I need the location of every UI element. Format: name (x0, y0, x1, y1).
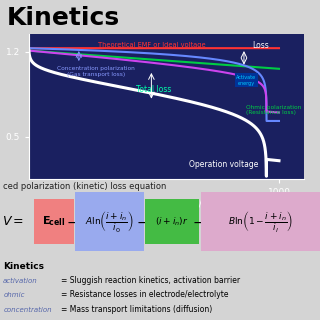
Text: $B\ln\!\left(1-\dfrac{i+i_n}{i_l}\right)$: $B\ln\!\left(1-\dfrac{i+i_n}{i_l}\right)… (228, 209, 293, 234)
FancyBboxPatch shape (201, 192, 320, 251)
Text: ohmic: ohmic (3, 292, 25, 299)
Text: = Resistance losses in electrode/electrolyte: = Resistance losses in electrode/electro… (61, 291, 228, 300)
Text: Total loss: Total loss (136, 85, 172, 94)
X-axis label: Current density(mA/cm²): Current density(mA/cm²) (110, 200, 223, 209)
Text: Ohmic polarization
(Resistance loss): Ohmic polarization (Resistance loss) (246, 105, 302, 116)
Text: Loss: Loss (253, 41, 269, 50)
FancyBboxPatch shape (145, 199, 199, 244)
Text: $(i+i_n)r$: $(i+i_n)r$ (155, 215, 188, 228)
Text: = Mass transport limitations (diffusion): = Mass transport limitations (diffusion) (61, 305, 212, 314)
Text: Kinetics: Kinetics (6, 6, 120, 30)
Text: Theoretical EMF or Ideal voltage: Theoretical EMF or Ideal voltage (98, 42, 205, 48)
Text: $-$: $-$ (66, 214, 78, 228)
Text: Concentration polarization
(Gas transport loss): Concentration polarization (Gas transpor… (58, 66, 135, 76)
Text: Activate
energy: Activate energy (236, 75, 257, 85)
Text: Kinetics: Kinetics (3, 262, 44, 271)
Text: $A\ln\!\left(\dfrac{i+i_n}{i_0}\right)$: $A\ln\!\left(\dfrac{i+i_n}{i_0}\right)$ (85, 209, 134, 234)
Text: concentration: concentration (3, 307, 52, 313)
FancyBboxPatch shape (75, 192, 144, 251)
Text: Operation voltage: Operation voltage (189, 160, 259, 169)
Text: $-$: $-$ (192, 214, 204, 228)
Text: activation: activation (3, 278, 38, 284)
Text: $\mathbf{E}_{\!\mathbf{cell}}$: $\mathbf{E}_{\!\mathbf{cell}}$ (42, 214, 65, 228)
FancyBboxPatch shape (34, 199, 74, 244)
Text: ced polarization (kinetic) loss equation: ced polarization (kinetic) loss equation (3, 182, 167, 191)
Text: $V =$: $V =$ (2, 215, 24, 228)
Text: = Sluggish reaction kinetics, activation barrier: = Sluggish reaction kinetics, activation… (61, 276, 240, 285)
Text: $-$: $-$ (136, 214, 148, 228)
